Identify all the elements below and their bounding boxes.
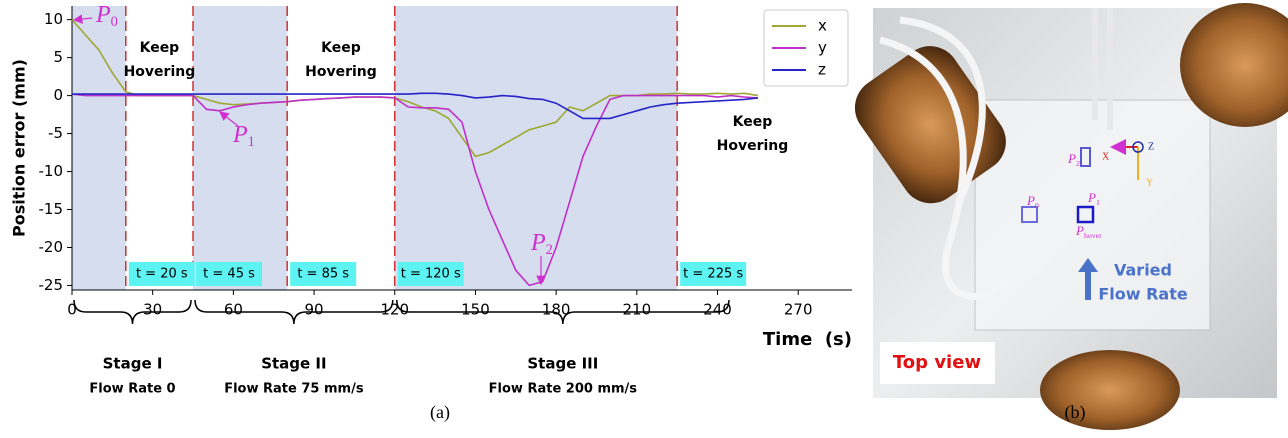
marker-box xyxy=(1076,205,1095,224)
tube xyxy=(1092,8,1113,130)
x-tick-label: 30 xyxy=(143,301,162,319)
time-label: t = 45 s xyxy=(203,267,255,282)
y-tick-label: 0 xyxy=(53,86,63,104)
stage-brace xyxy=(73,299,192,325)
x-tick-label: 210 xyxy=(623,301,652,319)
point-letter: P xyxy=(1026,193,1035,208)
point-subscript: 2 xyxy=(1076,159,1080,168)
time-label: t = 120 s xyxy=(401,267,461,282)
x-tick-label: 120 xyxy=(380,301,409,319)
x-axis-label: Time (s) xyxy=(763,329,852,350)
time-label-box xyxy=(680,262,747,286)
point-subscript: 0 xyxy=(1035,201,1039,210)
legend-label: x xyxy=(818,17,827,35)
point-label: P2 xyxy=(530,230,553,259)
point-letter: P xyxy=(1087,190,1096,205)
stage-name: Stage I xyxy=(103,355,163,373)
photo-point-label: Phover xyxy=(1075,223,1102,240)
hover-label: Hovering xyxy=(717,138,789,154)
y-tick-label: 10 xyxy=(44,10,63,28)
caption: (b) xyxy=(1065,402,1086,423)
y-tick-label: -10 xyxy=(39,162,64,180)
time-label-box xyxy=(196,262,263,286)
stage-name: Stage III xyxy=(527,355,598,373)
y-tick-label: -5 xyxy=(48,124,63,142)
point-label: P0 xyxy=(95,2,118,31)
plot-area xyxy=(72,6,678,290)
point-subscript: 0 xyxy=(111,14,118,30)
point-letter: P xyxy=(232,122,248,148)
axis-label: Z xyxy=(1148,141,1154,152)
stage-brace xyxy=(194,299,394,325)
legend-label: z xyxy=(818,61,826,79)
axis-z xyxy=(1132,141,1144,153)
coil xyxy=(1040,350,1180,430)
x-tick-label: 180 xyxy=(542,301,571,319)
point-letter: P xyxy=(95,2,111,28)
photo-point-label: P2 xyxy=(1067,151,1080,168)
photo-point-label: P0 xyxy=(1026,193,1039,210)
x-tick-label: 150 xyxy=(461,301,490,319)
time-label: t = 225 s xyxy=(683,267,743,282)
hover-label: Keep xyxy=(733,114,773,130)
marker-box xyxy=(1021,206,1038,223)
caption: (a) xyxy=(430,402,450,423)
cable xyxy=(899,16,986,202)
hover-label: Hovering xyxy=(124,64,196,80)
flow-arrow xyxy=(1078,258,1098,300)
y-tick-label: -25 xyxy=(39,276,64,294)
y-tick-label: -20 xyxy=(39,238,64,256)
x-tick-label: 90 xyxy=(305,301,324,319)
axis-label: X xyxy=(1102,151,1110,162)
axis-label: Y xyxy=(1146,177,1153,188)
y-tick-label: -15 xyxy=(39,200,64,218)
flow-label: Flow Rate xyxy=(1098,285,1188,304)
point-letter: P xyxy=(530,230,546,256)
stage-detail: Flow Rate 0 xyxy=(89,382,175,397)
hover-label: Hovering xyxy=(305,64,377,80)
x-tick-label: 270 xyxy=(784,301,813,319)
point-subscript: 1 xyxy=(1096,198,1100,207)
point-letter: P xyxy=(1075,223,1084,238)
shaded-region xyxy=(72,6,126,290)
hover-label: Keep xyxy=(321,40,361,56)
photo-point-label: P1 xyxy=(1087,190,1100,207)
view-label: Top view xyxy=(893,352,981,373)
point-subscript: 1 xyxy=(248,134,255,150)
time-label-box xyxy=(128,262,195,286)
point-arrow xyxy=(72,14,93,24)
coil xyxy=(1180,3,1288,127)
time-label-box xyxy=(290,262,357,286)
point-letter: P xyxy=(1067,151,1076,166)
x-tick-label: 0 xyxy=(67,301,77,319)
point-arrow xyxy=(219,111,239,127)
legend-label: y xyxy=(818,39,827,57)
label-box xyxy=(880,342,995,384)
stage-name: Stage II xyxy=(261,355,326,373)
shaded-region xyxy=(193,6,288,290)
shaded-region xyxy=(394,6,678,290)
y-axis-label: Position error (mm) xyxy=(10,59,29,237)
point-subscript: hover xyxy=(1084,231,1102,240)
time-label-box xyxy=(397,262,464,286)
coil xyxy=(854,46,1006,204)
x-tick-label: 60 xyxy=(224,301,243,319)
time-label: t = 85 s xyxy=(297,267,349,282)
stage-detail: Flow Rate 200 mm/s xyxy=(489,382,638,397)
flow-label: Varied xyxy=(1114,261,1172,280)
marker-box xyxy=(1080,147,1091,167)
y-tick-label: 5 xyxy=(53,48,63,66)
series-line xyxy=(71,93,758,287)
photo-panel xyxy=(854,3,1288,430)
series-line xyxy=(72,92,758,120)
hover-label: Keep xyxy=(140,40,180,56)
stage-brace xyxy=(396,299,730,325)
point-label: P1 xyxy=(232,122,255,151)
stage-detail: Flow Rate 75 mm/s xyxy=(224,382,364,397)
cable xyxy=(879,36,1013,300)
time-label: t = 20 s xyxy=(136,267,188,282)
point-subscript: 2 xyxy=(546,242,553,258)
x-tick-label: 240 xyxy=(703,301,732,319)
